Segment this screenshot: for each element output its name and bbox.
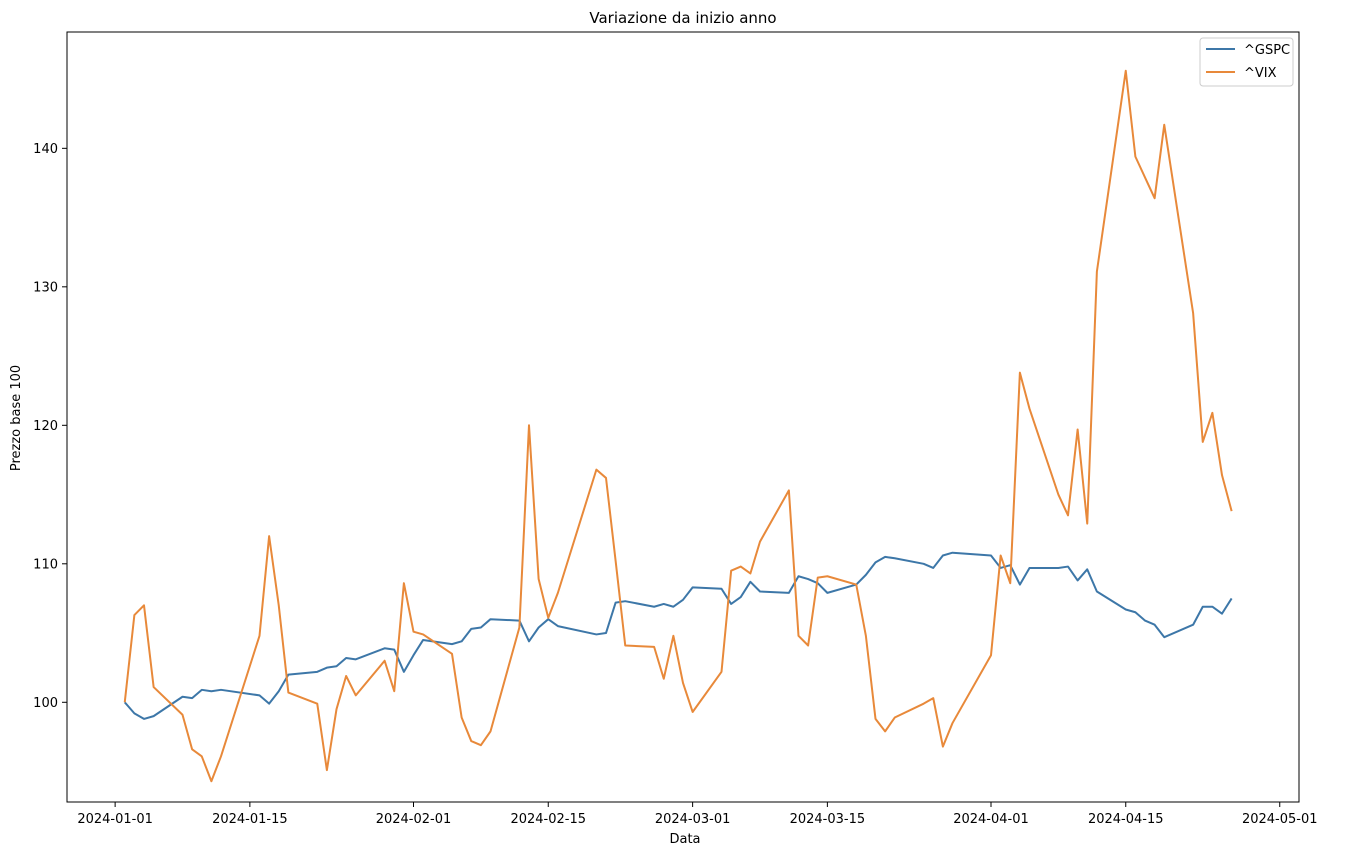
x-tick-label: 2024-01-15	[212, 812, 288, 827]
x-tick-label: 2024-03-15	[790, 812, 866, 827]
legend-label-gspc: ^GSPC	[1244, 43, 1290, 58]
legend: ^GSPC ^VIX	[1199, 37, 1294, 87]
y-tick-label: 100	[33, 696, 58, 711]
x-tick-label: 2024-03-01	[655, 812, 731, 827]
x-tick-label: 2024-05-01	[1242, 812, 1318, 827]
y-axis-label: Prezzo base 100	[9, 365, 24, 471]
x-tick-label: 2024-04-01	[953, 812, 1029, 827]
x-axis: 2024-01-01 2024-01-15 2024-02-01 2024-02-15…	[77, 802, 1318, 827]
plot-frame	[66, 31, 1300, 803]
x-tick-label: 2024-02-01	[376, 812, 452, 827]
x-tick-label: 2024-04-15	[1088, 812, 1164, 827]
y-tick-label: 130	[33, 280, 58, 295]
y-tick-label: 120	[33, 419, 58, 434]
legend-label-vix: ^VIX	[1244, 66, 1277, 81]
x-tick-label: 2024-02-15	[510, 812, 586, 827]
x-tick-label: 2024-01-01	[77, 812, 153, 827]
y-tick-label: 140	[33, 142, 58, 157]
series-line-gspc	[123, 551, 1233, 720]
series-line-vix	[123, 69, 1233, 783]
y-tick-label: 110	[33, 557, 58, 572]
y-axis: 100 110 120 130 140	[33, 142, 67, 711]
x-axis-label: Data	[669, 832, 700, 847]
chart-title: Variazione da inizio anno	[589, 9, 776, 27]
series-layer	[123, 69, 1233, 783]
